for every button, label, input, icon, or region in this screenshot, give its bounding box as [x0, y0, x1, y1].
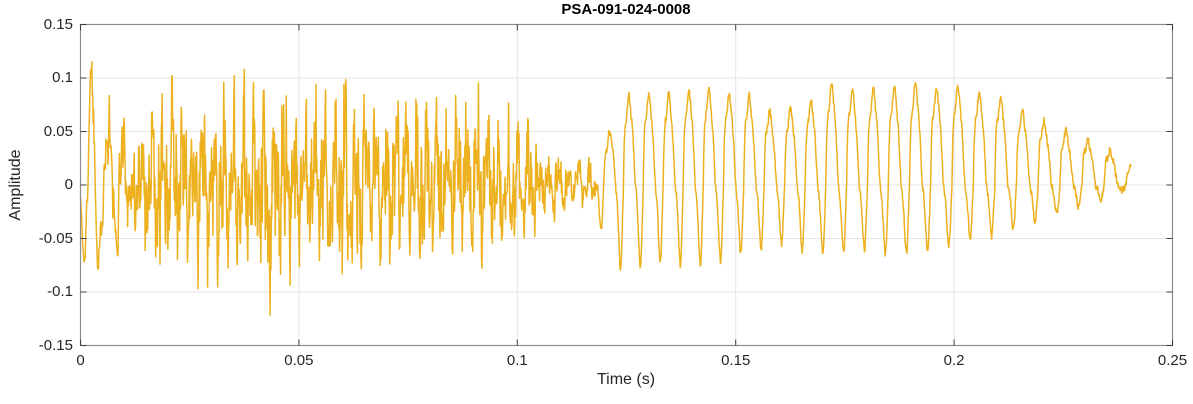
x-tick-label: 0: [76, 352, 85, 369]
y-tick-label: -0.05: [38, 229, 73, 247]
x-tick-label: 0.1: [506, 352, 528, 369]
x-tick-label: 0.2: [943, 352, 965, 369]
chart-title: PSA-091-024-0008: [561, 1, 691, 18]
y-tick-label: -0.1: [47, 283, 73, 300]
x-tick-label: 0.15: [721, 352, 751, 369]
y-tick-label: 0.15: [43, 15, 73, 33]
x-tick-label: 0.05: [284, 352, 314, 369]
y-tick-label: 0: [64, 176, 73, 193]
y-tick-label: 0.1: [52, 69, 73, 86]
y-tick-label: 0.05: [43, 122, 73, 140]
waveform-line: [79, 61, 1132, 316]
y-tick-label: -0.15: [38, 336, 73, 354]
x-axis-label: Time (s): [596, 371, 656, 388]
x-tick-label: 0.25: [1157, 352, 1188, 369]
